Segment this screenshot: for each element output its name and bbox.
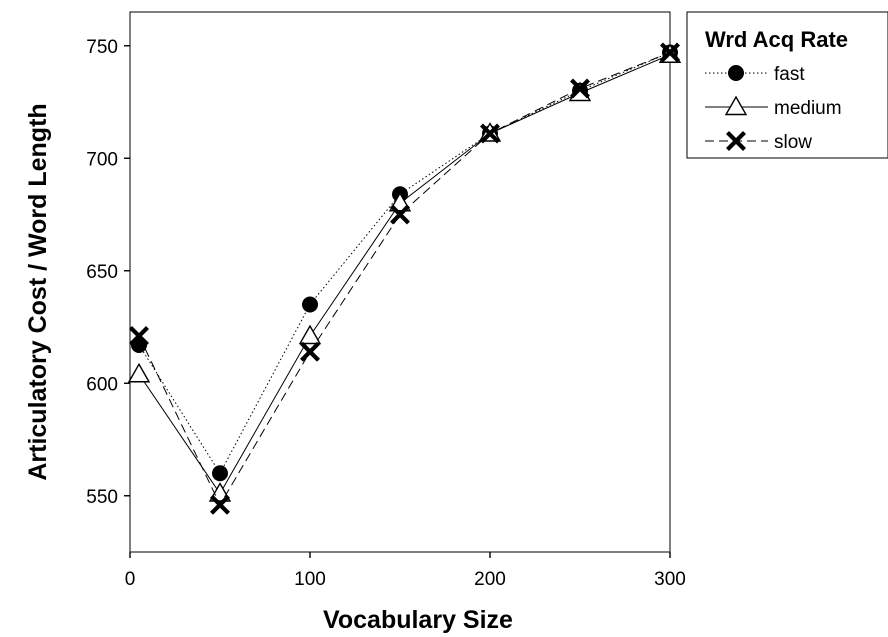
x-tick-label: 100 (294, 569, 326, 590)
legend-title: Wrd Acq Rate (705, 27, 848, 52)
x-axis-title: Vocabulary Size (323, 606, 513, 634)
series-line-fast (139, 53, 670, 474)
data-point-slow (303, 345, 317, 359)
series-line-slow (139, 53, 670, 505)
data-point-fast (302, 297, 318, 313)
y-tick-label: 600 (86, 374, 118, 395)
axes: 550 600 650 700 750 0 100 200 300 (86, 12, 686, 590)
legend-label-slow: slow (774, 132, 812, 153)
series-line-medium (139, 55, 670, 494)
y-axis-title: Articulatory Cost / Word Length (24, 103, 52, 480)
series-slow (132, 46, 677, 512)
data-point-fast (212, 465, 228, 481)
series-medium (129, 45, 680, 501)
y-tick-label: 750 (86, 37, 118, 58)
data-point-medium (300, 326, 320, 344)
series-fast (131, 45, 678, 482)
x-tick-label: 300 (654, 569, 686, 590)
legend-marker-fast (728, 65, 744, 81)
y-tick-label: 550 (86, 487, 118, 508)
legend-label-fast: fast (774, 64, 805, 85)
y-tick-label: 700 (86, 149, 118, 170)
x-tick-label: 0 (125, 569, 136, 590)
x-tick-label: 200 (474, 569, 506, 590)
y-tick-label: 650 (86, 262, 118, 283)
series-layer (129, 45, 680, 512)
data-point-medium (129, 364, 149, 382)
legend: Wrd Acq Rate fast medium slow (687, 12, 888, 158)
legend-label-medium: medium (774, 98, 842, 119)
plot-frame (130, 12, 670, 552)
